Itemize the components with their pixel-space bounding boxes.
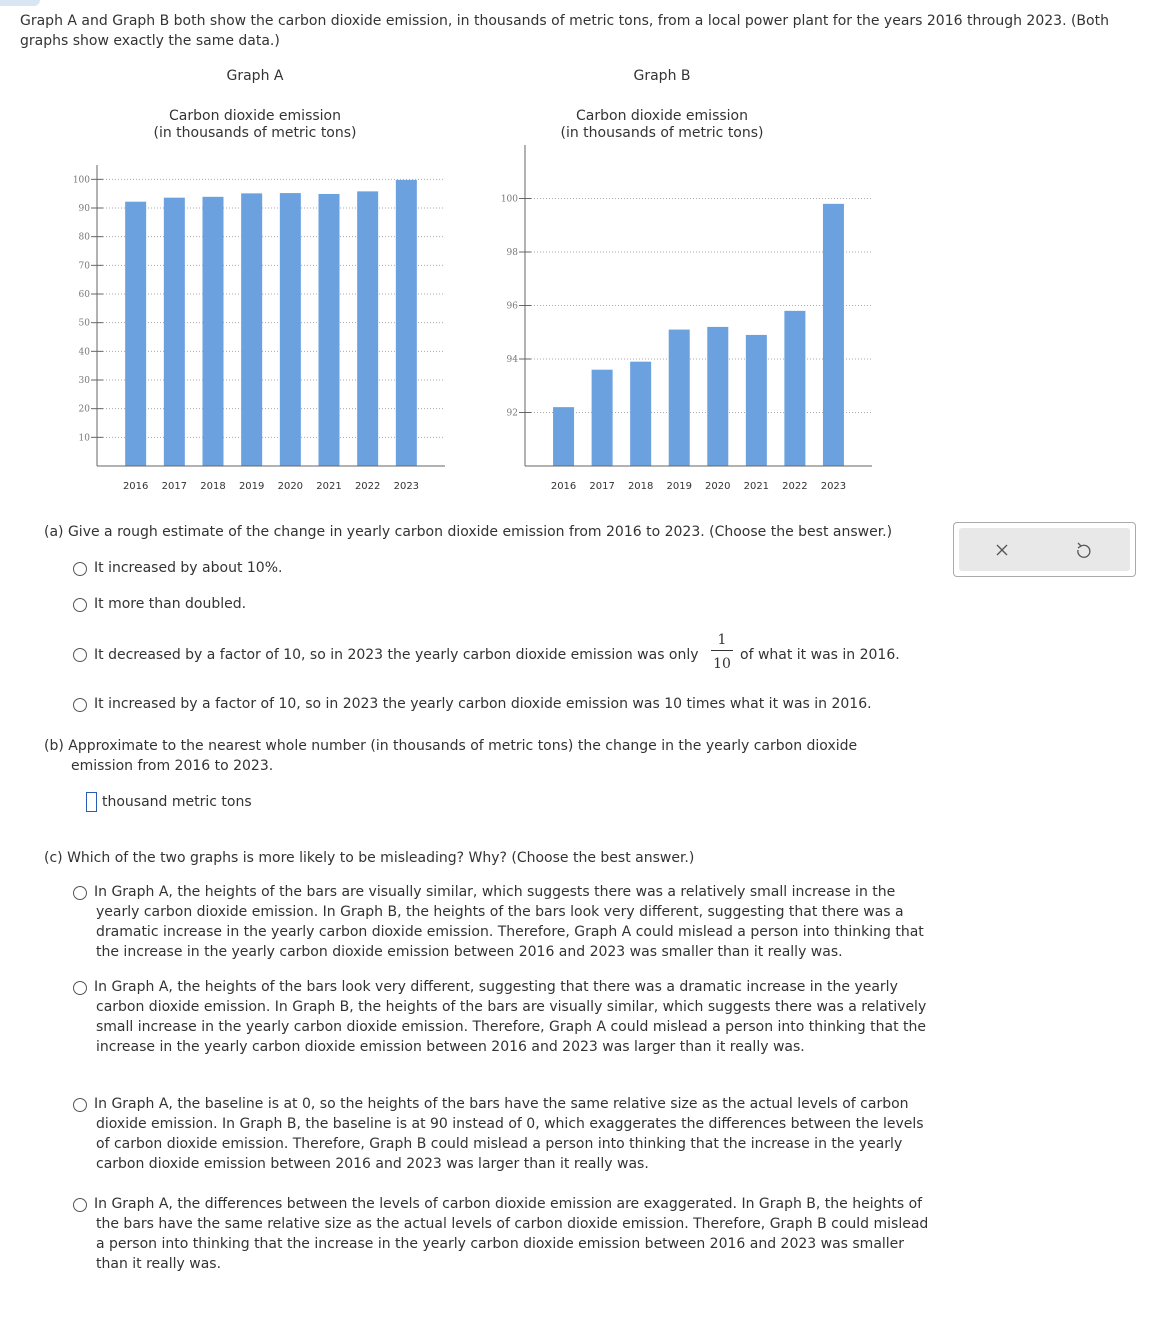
bar bbox=[318, 193, 340, 466]
option: In Graph A, the heights of the bars are … bbox=[94, 884, 924, 960]
chart-subtitle: (in thousands of metric tons) bbox=[153, 125, 356, 141]
radio[interactable] bbox=[73, 1198, 87, 1212]
radio[interactable] bbox=[73, 981, 87, 995]
option: It increased by about 10%. bbox=[94, 560, 283, 576]
tool-buttons bbox=[959, 528, 1130, 571]
intro: Graph A and Graph B both show the carbon… bbox=[20, 13, 1109, 49]
radio[interactable] bbox=[73, 648, 87, 662]
y-tick-label: 80 bbox=[79, 233, 91, 243]
x-tick-label: 2022 bbox=[782, 481, 807, 492]
y-tick-label: 10 bbox=[79, 433, 91, 443]
x-tick-label: 2018 bbox=[628, 481, 653, 492]
y-tick-label: 92 bbox=[507, 409, 518, 419]
numerator: 1 bbox=[717, 632, 727, 648]
x-tick-label: 2019 bbox=[239, 481, 264, 492]
y-tick-label: 20 bbox=[79, 405, 91, 415]
y-tick-label: 60 bbox=[79, 290, 91, 300]
fraction-bar bbox=[711, 650, 733, 651]
bar bbox=[395, 179, 417, 466]
answer-input[interactable] bbox=[86, 792, 97, 812]
tool-panel bbox=[953, 522, 1136, 577]
chart-title: Carbon dioxide emission bbox=[169, 108, 341, 124]
y-tick-label: 50 bbox=[79, 319, 91, 329]
x-tick-label: 2023 bbox=[394, 481, 419, 492]
radio[interactable] bbox=[73, 886, 87, 900]
y-tick-label: 96 bbox=[507, 302, 519, 312]
option: It decreased by a factor of 10, so in 20… bbox=[94, 647, 699, 663]
bar bbox=[822, 203, 844, 466]
graph-heading: Graph A bbox=[227, 68, 284, 84]
x-tick-label: 2017 bbox=[162, 481, 187, 492]
bar bbox=[707, 326, 729, 466]
question-c: (c) Which of the two graphs is more like… bbox=[44, 850, 695, 866]
clear-button[interactable] bbox=[996, 544, 1008, 556]
graph-heading: Graph B bbox=[634, 68, 691, 84]
x-tick-label: 2016 bbox=[123, 481, 148, 492]
bar bbox=[241, 193, 263, 466]
y-tick-label: 30 bbox=[79, 376, 91, 386]
reset-button[interactable] bbox=[1077, 542, 1091, 558]
y-tick-label: 94 bbox=[507, 355, 519, 365]
radio[interactable] bbox=[73, 562, 87, 576]
radio[interactable] bbox=[73, 598, 87, 612]
tool-icons bbox=[996, 542, 1091, 558]
x-tick-label: 2021 bbox=[316, 481, 341, 492]
corner-tab bbox=[0, 0, 40, 6]
bar bbox=[591, 369, 613, 466]
denominator: 10 bbox=[713, 656, 731, 672]
x-tick-label: 2023 bbox=[821, 481, 846, 492]
y-tick-label: 90 bbox=[79, 204, 91, 214]
y-tick-label: 40 bbox=[79, 347, 91, 357]
option: It increased by a factor of 10, so in 20… bbox=[94, 696, 872, 712]
question-a: (a) Give a rough estimate of the change … bbox=[44, 524, 893, 540]
bar bbox=[163, 197, 185, 466]
x-tick-label: 2018 bbox=[200, 481, 225, 492]
bar bbox=[357, 191, 379, 466]
bar bbox=[668, 329, 690, 466]
bar bbox=[553, 407, 575, 466]
x-tick-label: 2020 bbox=[705, 481, 730, 492]
chart-subtitle: (in thousands of metric tons) bbox=[560, 125, 763, 141]
chart-title: Carbon dioxide emission bbox=[576, 108, 748, 124]
bar bbox=[630, 361, 652, 466]
unit: thousand metric tons bbox=[102, 794, 252, 810]
bar bbox=[784, 310, 806, 466]
radio[interactable] bbox=[73, 698, 87, 712]
bar bbox=[279, 193, 301, 467]
option-after: of what it was in 2016. bbox=[740, 647, 900, 663]
x-tick-label: 2020 bbox=[278, 481, 303, 492]
y-tick-label: 100 bbox=[73, 175, 90, 185]
x-tick-label: 2017 bbox=[589, 481, 614, 492]
x-tick-label: 2016 bbox=[551, 481, 576, 492]
y-tick-label: 98 bbox=[507, 248, 519, 258]
x-tick-label: 2019 bbox=[666, 481, 691, 492]
bar bbox=[202, 196, 224, 466]
bar bbox=[125, 201, 147, 466]
question-b: (b) Approximate to the nearest whole num… bbox=[44, 738, 858, 774]
bar bbox=[745, 334, 767, 466]
y-tick-label: 70 bbox=[79, 261, 91, 271]
option: In Graph A, the baseline is at 0, so the… bbox=[94, 1096, 924, 1172]
y-tick-label: 100 bbox=[501, 195, 518, 205]
option: It more than doubled. bbox=[94, 596, 247, 612]
radio[interactable] bbox=[73, 1098, 87, 1112]
x-tick-label: 2021 bbox=[744, 481, 769, 492]
option: In Graph A, the differences between the … bbox=[94, 1196, 929, 1272]
option: In Graph A, the heights of the bars look… bbox=[94, 979, 927, 1055]
x-tick-label: 2022 bbox=[355, 481, 380, 492]
